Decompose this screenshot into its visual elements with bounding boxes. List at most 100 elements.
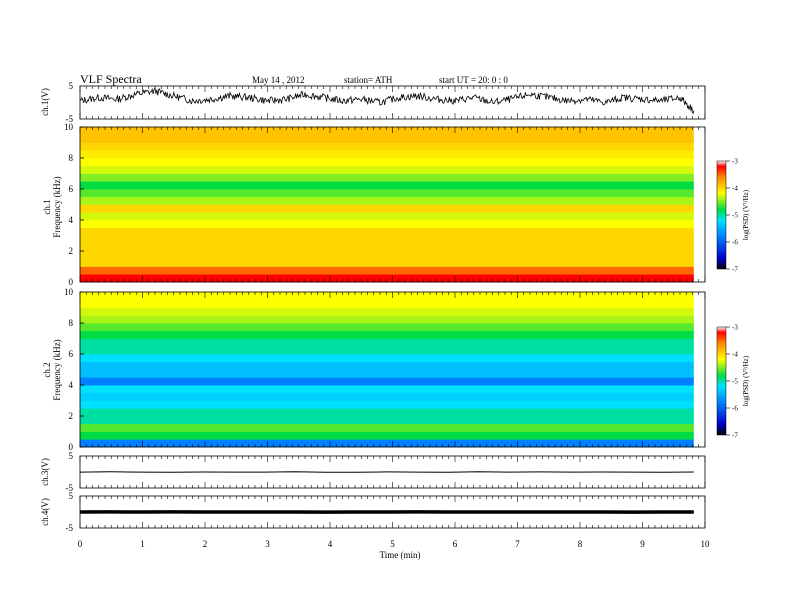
spectrogram-band: [80, 181, 694, 190]
x-tick-label: 7: [515, 539, 520, 549]
colorbar-tick-label: -3: [732, 158, 738, 166]
spectrogram-band: [80, 227, 694, 236]
spectrogram-band: [80, 220, 694, 229]
spectrogram-band: [80, 338, 694, 347]
spectrogram-band: [80, 158, 694, 167]
colorbar-tick-label: -6: [732, 239, 738, 247]
ch1-spectrogram-frame: [79, 126, 706, 283]
x-tick-label: 9: [640, 539, 645, 549]
spectrogram-ytick-label: 2: [69, 411, 74, 421]
spectrogram-band: [80, 127, 694, 136]
ch1-waveform-panel: 5 -5 ch.1(V): [40, 81, 706, 124]
ch4-ytick-bottom: -5: [66, 523, 74, 533]
ch3-waveform-frame: [79, 455, 706, 489]
ch2-spectrogram-image: [80, 292, 694, 448]
ch3-waveform-panel: 5 -5 ch.3(V): [40, 451, 706, 493]
ch2-colorbar: -3 -4 -5 -6 -7 log(PSD) (V²/Hz): [716, 324, 750, 440]
ch1-spectrogram-image: [80, 127, 694, 283]
spectrogram-band: [80, 307, 694, 316]
colorbar-tick-label: -4: [732, 351, 738, 359]
spectrogram-band: [80, 361, 694, 370]
colorbar-tick-label: -7: [732, 266, 738, 274]
spectrogram-band: [80, 369, 694, 378]
spectrogram-band: [80, 439, 694, 448]
spectrogram-band: [80, 204, 694, 213]
ch1-ytick-bottom: -5: [66, 114, 74, 124]
colorbar-tick-label: -3: [732, 324, 738, 332]
spectrogram-band: [80, 173, 694, 182]
ch1-colorbar-label: log(PSD) (V²/Hz): [742, 189, 750, 240]
x-tick-label: 2: [203, 539, 208, 549]
ch1-spectrogram-ylabel-channel: ch.1: [42, 199, 52, 214]
spectrogram-band: [80, 266, 694, 275]
ch2-colorbar-label: log(PSD) (V²/Hz): [742, 355, 750, 406]
spectrogram-ytick-label: 8: [69, 153, 74, 163]
ch2-spectrogram-ylabel-channel: ch.2: [42, 362, 52, 377]
spectrogram-band: [80, 377, 694, 386]
spectrogram-band: [80, 400, 694, 409]
ch3-ytick-top: 5: [69, 451, 74, 461]
x-axis-label: Time (min): [380, 550, 421, 560]
station-label: station= ATH: [344, 75, 393, 85]
spectrogram-band: [80, 243, 694, 252]
x-tick-label: 10: [701, 539, 711, 549]
ch2-spectrogram-panel: 0 2 4 6 8 10 ch.2 Frequency (kHz): [42, 287, 706, 452]
spectrogram-band: [80, 346, 694, 355]
ch2-spectrogram-frame: [79, 291, 706, 448]
spectrogram-band: [80, 258, 694, 267]
spectrogram-band: [80, 292, 694, 301]
spectrogram-ytick-label: 2: [69, 246, 74, 256]
spectrogram-band: [80, 134, 694, 143]
ch4-waveform-frame: [79, 495, 706, 529]
spectrogram-band: [80, 385, 694, 394]
date-label: May 14 , 2012: [252, 75, 305, 85]
spectrogram-band: [80, 165, 694, 174]
spectrogram-band: [80, 212, 694, 221]
spectrogram-band: [80, 416, 694, 425]
x-tick-label: 4: [328, 539, 333, 549]
spectrogram-band: [80, 150, 694, 159]
ch4-ytick-top: 5: [69, 491, 74, 501]
ch1-spectrogram-panel: 0 2 4 6 8 10 ch.1 Frequency (kHz): [42, 122, 706, 287]
spectrogram-band: [80, 299, 694, 308]
colorbar-tick-label: -6: [732, 405, 738, 413]
colorbar-tick-label: -5: [732, 212, 738, 220]
x-tick-label: 8: [578, 539, 583, 549]
spectrogram-ytick-label: 6: [69, 349, 74, 359]
ch1-ylabel: ch.1(V): [40, 88, 50, 116]
spectrogram-ytick-label: 0: [69, 442, 74, 452]
spectrogram-ytick-label: 4: [69, 380, 74, 390]
ch1-ytick-top: 5: [69, 81, 74, 91]
spectrogram-ytick-label: 10: [64, 287, 74, 297]
spectrogram-band: [80, 142, 694, 151]
spectrogram-band: [80, 431, 694, 440]
spectrogram-ytick-label: 4: [69, 215, 74, 225]
x-tick-label: 0: [78, 539, 83, 549]
spectrogram-band: [80, 315, 694, 324]
spectrogram-band: [80, 408, 694, 417]
ch1-spectrogram-ylabel-frequency: Frequency (kHz): [52, 176, 62, 237]
x-tick-label: 1: [140, 539, 145, 549]
spectrogram-band: [80, 323, 694, 332]
start-time-label: start UT = 20: 0 : 0: [439, 75, 508, 85]
x-tick-label: 6: [453, 539, 458, 549]
colorbar-tick-label: -7: [732, 432, 738, 440]
ch1-waveform-frame: [79, 85, 706, 120]
spectrogram-band: [80, 354, 694, 363]
spectrogram-ytick-label: 8: [69, 318, 74, 328]
colorbar-tick-label: -4: [732, 185, 738, 193]
spectrogram-band: [80, 251, 694, 260]
x-tick-label: 5: [390, 539, 395, 549]
spectrogram-band: [80, 196, 694, 205]
figure-title: VLF Spectra: [80, 72, 142, 86]
ch1-waveform-trace: [79, 86, 695, 115]
spectrogram-band: [80, 274, 694, 283]
ch3-ytick-bottom: -5: [66, 483, 74, 493]
ch2-colorbar-scale: [716, 326, 727, 436]
spectrogram-band: [80, 189, 694, 198]
spectrogram-ytick-label: 10: [64, 122, 74, 132]
ch1-colorbar-scale: [716, 160, 727, 270]
ch4-ylabel: ch.4(V): [40, 498, 50, 526]
ch3-ylabel: ch.3(V): [40, 458, 50, 486]
ch1-colorbar: -3 -4 -5 -6 -7 log(PSD) (V²/Hz): [716, 158, 750, 274]
